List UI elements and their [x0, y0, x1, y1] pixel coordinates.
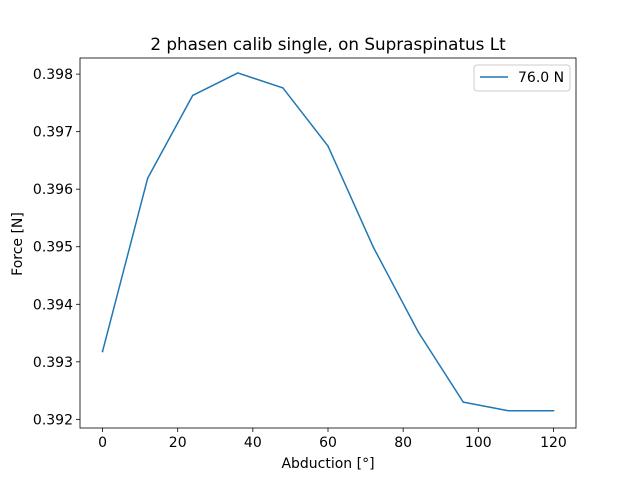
x-tick-label: 40 [244, 435, 262, 451]
data-point [237, 72, 239, 74]
axes-frame [79, 57, 577, 429]
data-point [282, 87, 284, 89]
y-axis-label: Force [N] [10, 212, 26, 276]
data-point [552, 409, 555, 412]
data-point [101, 350, 104, 353]
y-tick-label: 0.396 [33, 182, 73, 198]
data-point [146, 177, 149, 180]
y-tick-label: 0.393 [33, 355, 73, 371]
y-tick-label: 0.392 [33, 412, 73, 428]
x-axis: 0 20 40 60 80 100 120 [98, 428, 567, 451]
data-point [462, 401, 465, 403]
x-tick-label: 0 [98, 435, 107, 451]
y-tick-label: 0.395 [33, 240, 73, 256]
data-point [372, 245, 374, 248]
x-axis-label: Abduction [°] [281, 456, 374, 472]
data-point [507, 409, 510, 412]
x-tick-label: 120 [540, 435, 567, 451]
legend: 76.0 N [473, 64, 571, 92]
series-layer [101, 72, 555, 412]
y-axis: 0.392 0.393 0.394 0.395 0.396 0.397 0.398 [33, 67, 80, 428]
x-tick-label: 60 [319, 435, 337, 451]
y-tick-label: 0.394 [33, 297, 73, 313]
x-tick-label: 80 [394, 435, 412, 451]
axes-background [80, 58, 576, 428]
data-point [417, 331, 419, 333]
x-tick-label: 20 [169, 435, 187, 451]
x-tick-label: 100 [465, 435, 492, 451]
plot-area [80, 58, 576, 428]
legend-box [473, 64, 571, 92]
chart-title: 2 phasen calib single, on Supraspinatus … [150, 34, 506, 54]
data-point [327, 145, 329, 147]
legend-label: 76.0 N [518, 70, 564, 86]
y-tick-label: 0.398 [33, 67, 73, 83]
y-tick-label: 0.397 [33, 125, 73, 141]
data-point [191, 94, 194, 97]
